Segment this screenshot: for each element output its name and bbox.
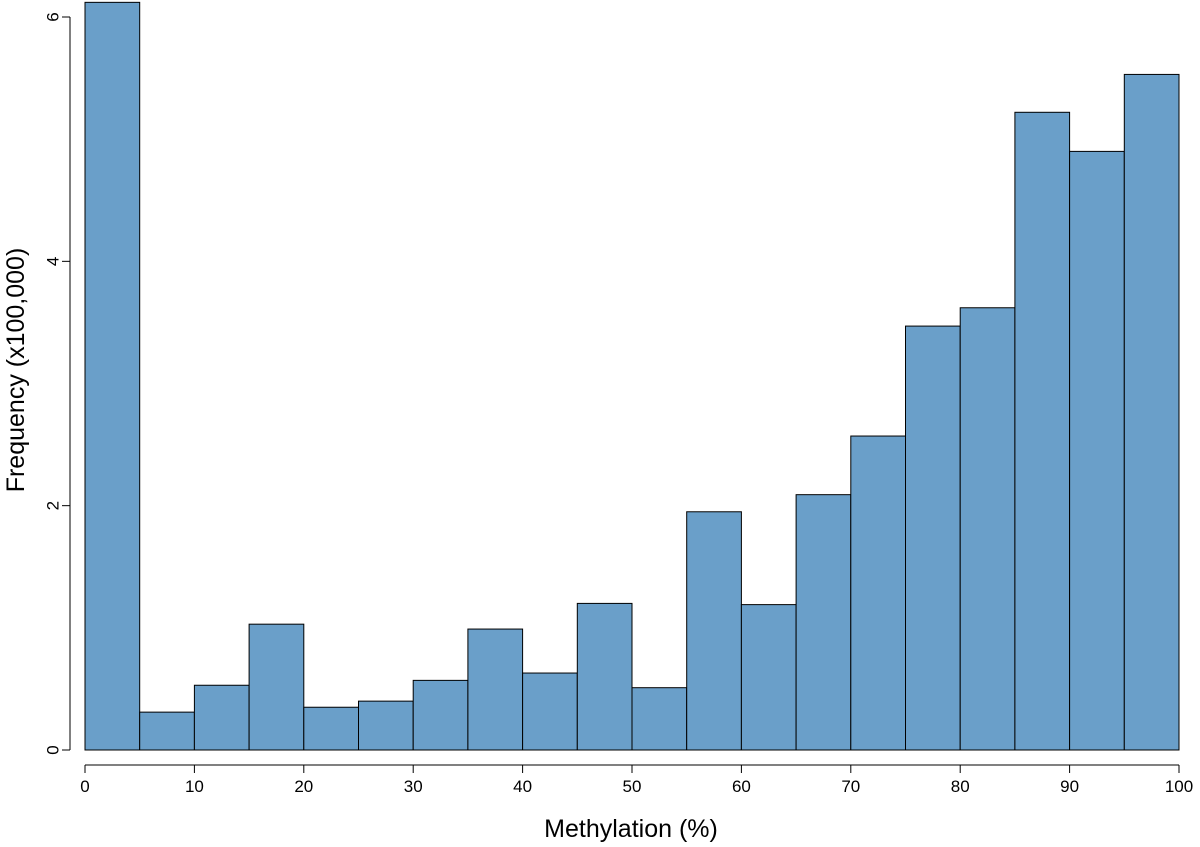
y-tick-label-0: 0 (43, 745, 62, 754)
histogram-bar-75-80 (905, 325, 961, 751)
bars-group (84, 1, 1180, 751)
histogram-bar-55-60 (686, 511, 742, 751)
x-tick-label-0: 0 (80, 777, 89, 796)
x-tick-label-30: 30 (404, 777, 423, 796)
histogram-bar-45-50 (576, 602, 633, 751)
histogram-bar-15-20 (248, 623, 305, 751)
x-tick-label-90: 90 (1060, 777, 1079, 796)
x-tick-label-60: 60 (732, 777, 751, 796)
x-tick-label-100: 100 (1165, 777, 1193, 796)
histogram-bar-95-100 (1123, 73, 1180, 751)
histogram-bar-35-40 (467, 628, 524, 751)
histogram-bar-0-5 (84, 1, 141, 751)
x-tick-label-20: 20 (294, 777, 313, 796)
histogram-bar-90-95 (1069, 150, 1125, 751)
y-tick-label-2: 2 (43, 501, 62, 510)
x-tick-label-10: 10 (185, 777, 204, 796)
y-axis-title: Frequency (x100,000) (2, 248, 30, 493)
histogram-bar-5-10 (139, 711, 195, 751)
histogram-bar-30-35 (412, 679, 469, 751)
x-axis-title: Methylation (%) (544, 815, 718, 843)
y-tick-label-6: 6 (43, 12, 62, 21)
histogram-bar-10-15 (193, 684, 250, 751)
histogram-bar-25-30 (358, 700, 414, 751)
histogram-bar-20-25 (303, 706, 359, 751)
histogram-bar-50-55 (631, 687, 688, 751)
x-tick-label-50: 50 (623, 777, 642, 796)
histogram-bar-65-70 (795, 494, 852, 751)
x-tick-label-80: 80 (951, 777, 970, 796)
y-axis: 0 2 4 6 (43, 12, 71, 755)
histogram-bar-70-75 (850, 435, 906, 751)
x-tick-label-40: 40 (513, 777, 532, 796)
x-axis: 0 10 20 30 40 50 60 70 80 90 100 (80, 764, 1193, 796)
histogram-bar-85-90 (1014, 111, 1071, 751)
x-tick-label-70: 70 (841, 777, 860, 796)
y-tick-label-4: 4 (43, 257, 62, 266)
histogram-bar-40-45 (522, 672, 578, 751)
histogram-bar-60-65 (740, 604, 797, 751)
histogram-bar-80-85 (959, 307, 1016, 751)
